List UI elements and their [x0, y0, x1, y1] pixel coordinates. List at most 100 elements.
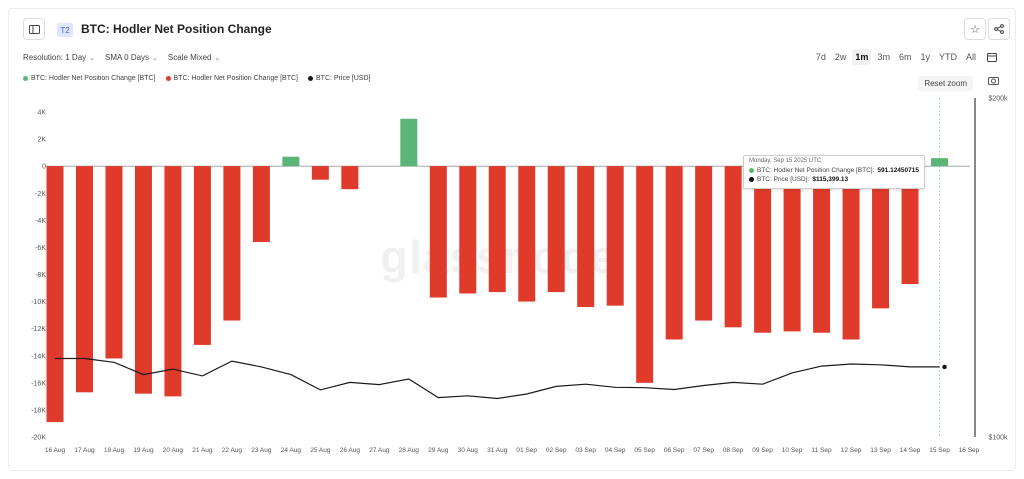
sidebar-toggle-icon[interactable] — [23, 18, 45, 40]
x-tick-label: 24 Aug — [281, 447, 302, 454]
bar — [341, 166, 359, 190]
range-3m[interactable]: 3m — [877, 52, 890, 62]
bar — [665, 166, 683, 340]
y-tick-label: -18K — [31, 407, 46, 414]
tooltip-dot-icon — [749, 177, 754, 182]
tooltip-row1-value: 591.12450715 — [877, 167, 919, 174]
page-title: BTC: Hodler Net Position Change — [81, 22, 272, 36]
chart-header: T2 BTC: Hodler Net Position Change ☆ — [9, 9, 1017, 49]
x-tick-label: 20 Aug — [163, 447, 184, 454]
tooltip-row2-value: $115,399.13 — [812, 176, 849, 183]
x-tick-label: 06 Sep — [664, 447, 685, 454]
y-tick-label: -10K — [31, 299, 46, 306]
x-tick-label: 26 Aug — [340, 447, 361, 454]
y2-tick-label: $100k — [988, 435, 1008, 442]
chevron-down-icon: ⌄ — [89, 54, 96, 62]
bar — [193, 166, 211, 345]
y-tick-label: -4K — [35, 218, 46, 225]
share-icon[interactable] — [988, 18, 1010, 40]
tooltip-row1-label: BTC: Hodler Net Position Change [BTC]: — [757, 167, 875, 174]
bar — [813, 166, 831, 333]
chart-tooltip: Monday, Sep 15 2025 UTC BTC: Hodler Net … — [743, 155, 925, 189]
y-tick-label: -14K — [31, 353, 46, 360]
y-tick-label: 2K — [37, 137, 46, 144]
bar — [547, 166, 565, 293]
x-tick-label: 05 Sep — [634, 447, 655, 454]
x-tick-label: 23 Aug — [251, 447, 272, 454]
x-tick-label: 25 Aug — [310, 447, 331, 454]
resolution-select[interactable]: Resolution: 1 Day ⌄ — [23, 53, 96, 62]
x-tick-label: 07 Sep — [693, 447, 714, 454]
bar — [931, 158, 949, 167]
bar — [695, 166, 713, 321]
bar — [429, 166, 447, 298]
bar — [282, 156, 300, 167]
y-tick-label: 4K — [37, 110, 46, 117]
x-tick-label: 08 Sep — [723, 447, 744, 454]
range-6m[interactable]: 6m — [898, 52, 912, 62]
bar — [75, 166, 93, 393]
x-tick-label: 16 Aug — [45, 447, 66, 454]
range-all[interactable]: All — [965, 52, 976, 62]
y-tick-label: -20K — [31, 435, 46, 442]
bar — [724, 166, 742, 328]
y-tick-label: -2K — [35, 191, 46, 198]
bar — [754, 166, 772, 333]
range-selector: 7d 2w 1m 3m 6m 1y YTD All — [813, 49, 979, 65]
range-1y[interactable]: 1y — [920, 52, 930, 62]
tier-badge: T2 — [57, 23, 73, 37]
bar — [636, 166, 654, 383]
chart-legend: BTC: Hodler Net Position Change [BTC] BTC… — [23, 75, 370, 82]
bar — [164, 166, 182, 397]
tooltip-date: Monday, Sep 15 2025 UTC — [749, 158, 822, 164]
x-tick-label: 09 Sep — [752, 447, 773, 454]
x-tick-label: 11 Sep — [812, 447, 833, 454]
star-icon[interactable]: ☆ — [964, 18, 986, 40]
x-tick-label: 02 Sep — [546, 447, 567, 454]
camera-icon[interactable] — [988, 76, 999, 87]
y2-tick-label: $200k — [988, 96, 1008, 103]
x-tick-label: 30 Aug — [458, 447, 479, 454]
legend-item[interactable]: BTC: Hodler Net Position Change [BTC] — [23, 75, 156, 82]
x-tick-label: 13 Sep — [870, 447, 891, 454]
bar — [459, 166, 477, 294]
legend-item[interactable]: BTC: Hodler Net Position Change [BTC] — [165, 75, 298, 82]
price-line — [55, 357, 940, 400]
bar — [783, 166, 801, 332]
tooltip-row2-label: BTC: Price [USD]: — [757, 176, 810, 183]
bar — [311, 166, 329, 180]
legend-item[interactable]: BTC: Price [USD] — [308, 75, 370, 82]
y-tick-label: 0 — [42, 164, 46, 171]
x-tick-label: 28 Aug — [399, 447, 420, 454]
x-tick-label: 18 Aug — [104, 447, 125, 454]
bar — [901, 166, 919, 284]
x-tick-label: 27 Aug — [369, 447, 390, 454]
bar — [252, 166, 270, 242]
bar — [46, 166, 64, 423]
y-tick-label: -12K — [31, 326, 46, 333]
legend-dot-icon — [165, 76, 171, 81]
bar — [134, 166, 152, 394]
x-tick-label: 17 Aug — [74, 447, 95, 454]
x-tick-label: 03 Sep — [575, 447, 596, 454]
chevron-down-icon: ⌄ — [152, 54, 158, 62]
x-tick-label: 29 Aug — [428, 447, 449, 454]
sma-select[interactable]: SMA 0 Days ⌄ — [105, 53, 158, 62]
range-7d[interactable]: 7d — [815, 52, 826, 62]
reset-zoom-button[interactable]: Reset zoom — [918, 76, 973, 91]
range-ytd[interactable]: YTD — [938, 52, 957, 62]
x-tick-label: 15 Sep — [929, 447, 950, 454]
x-tick-label: 21 Aug — [192, 447, 213, 454]
x-tick-label: 04 Sep — [605, 447, 626, 454]
range-2w[interactable]: 2w — [834, 52, 847, 62]
bar — [577, 166, 595, 307]
range-1m[interactable]: 1m — [852, 49, 872, 65]
tooltip-dot-icon — [749, 168, 754, 173]
bar — [518, 166, 536, 302]
legend-dot-icon — [23, 76, 28, 81]
x-tick-label: 14 Sep — [900, 447, 921, 454]
calendar-icon[interactable] — [983, 48, 1001, 66]
legend-label: BTC: Hodler Net Position Change [BTC] — [31, 75, 156, 82]
scale-select[interactable]: Scale Mixed ⌄ — [167, 53, 221, 62]
